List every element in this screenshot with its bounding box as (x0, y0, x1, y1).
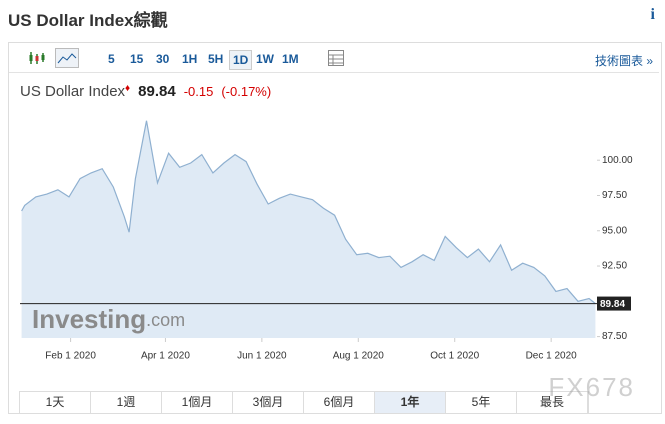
x-tick-label: Jun 1 2020 (237, 351, 287, 362)
watermark: FX678 (548, 372, 635, 402)
toolbar: 5 15 30 1H 5H 1D 1W 1M 技術圖表 » (9, 45, 659, 73)
interval-button[interactable]: 15 (130, 52, 144, 66)
interval-button[interactable]: 1D (229, 50, 253, 70)
quote-price: 89.84 (138, 83, 176, 100)
title: US Dollar Index綜觀 (8, 11, 168, 30)
range-tab[interactable]: 6個月 (304, 392, 375, 413)
line (21, 120, 596, 305)
interval-button[interactable]: 30 (156, 52, 170, 66)
x-tick-label: Dec 1 2020 (526, 351, 578, 362)
range-tab[interactable]: 1週 (91, 392, 162, 413)
range-tab[interactable]: 1個月 (162, 392, 233, 413)
range-tab[interactable]: 5年 (446, 392, 517, 413)
interval-button[interactable]: 5H (208, 52, 224, 66)
area (21, 120, 596, 338)
info-icon[interactable]: i (650, 6, 655, 23)
y-tick-label: 97.50 (602, 190, 627, 201)
x-tick-label: Feb 1 2020 (45, 351, 96, 362)
quote-change-pct: (-0.17%) (221, 84, 272, 99)
logo-suffix: .com (146, 310, 185, 330)
last-price-box (597, 296, 631, 311)
range-tab[interactable]: 1年 (375, 392, 446, 413)
quote: US Dollar Index♦ 89.84 -0.15 (-0.17%) (20, 83, 271, 100)
quote-change: -0.15 (183, 84, 214, 99)
line-icon[interactable] (55, 48, 79, 68)
range-tab[interactable]: 最長 (517, 392, 588, 413)
range-tab[interactable]: 1天 (20, 392, 91, 413)
y-tick-label: 92.50 (602, 261, 627, 272)
logo: Investing.com (32, 304, 185, 334)
range-tab[interactable]: 3個月 (233, 392, 304, 413)
x-tick-label: Aug 1 2020 (333, 351, 385, 362)
table-icon[interactable] (327, 49, 345, 67)
interval-button[interactable]: 1H (182, 52, 198, 66)
interval-button[interactable]: 1W (256, 52, 274, 66)
y-tick-label: 87.50 (602, 331, 627, 342)
y-tick-label: 100.00 (602, 155, 633, 166)
down-arrow: ♦ (125, 83, 131, 94)
x-tick-label: Oct 1 2020 (430, 351, 479, 362)
interval-button[interactable]: 5 (108, 52, 115, 66)
candle-icon[interactable] (27, 50, 47, 66)
quote-name: US Dollar Index (20, 83, 126, 100)
last-price-label: 89.84 (600, 299, 625, 310)
range-tabs: 1天 1週 1個月 3個月 6個月 1年 5年 最長 (19, 391, 589, 414)
x-tick-label: Apr 1 2020 (141, 351, 190, 362)
interval-button[interactable]: 1M (282, 52, 299, 66)
logo-main: Investing (32, 304, 146, 334)
tech-chart-link[interactable]: 技術圖表 » (594, 54, 653, 68)
y-tick-label: 95.00 (602, 225, 627, 236)
